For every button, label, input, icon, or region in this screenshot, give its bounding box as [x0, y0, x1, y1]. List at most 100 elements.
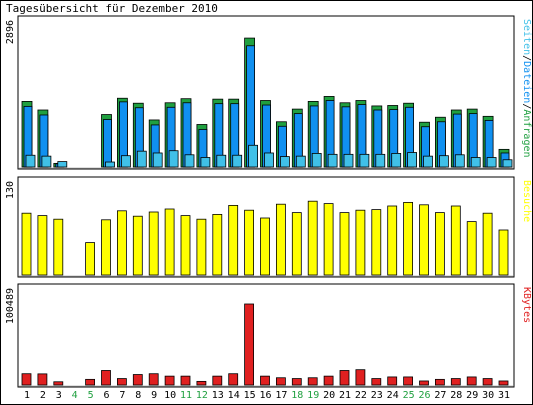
series-kbytes	[21, 303, 509, 386]
bar-kbytes-day-19	[307, 377, 318, 386]
bar-besuche-day-11	[180, 215, 191, 276]
bar-kbytes-day-29	[466, 376, 477, 386]
bar-besuche-day-26	[419, 204, 429, 276]
legend-entry-dateien: Dateien	[521, 61, 532, 103]
bar-seiten-day-20	[327, 153, 338, 168]
series-legend: Besuche	[521, 180, 532, 222]
x-tick-label-day-20: 20	[323, 390, 335, 401]
bar-seiten-day-9	[152, 152, 163, 168]
bar-kbytes-day-27	[434, 378, 445, 386]
legend-separator: /	[521, 55, 532, 61]
bar-kbytes-day-1	[21, 373, 32, 386]
bar-kbytes-day-31	[498, 380, 509, 386]
bar-besuche-day-29	[466, 221, 477, 276]
bar-besuche-day-3	[53, 218, 64, 276]
x-tick-label-day-17: 17	[275, 390, 287, 401]
bar-besuche-day-16	[260, 217, 270, 276]
panel-3: 100489 KBytes	[5, 283, 532, 388]
bar-seiten-day-22	[359, 153, 370, 168]
bar-seiten-day-30	[486, 157, 497, 168]
bar-seiten-day-14	[232, 154, 243, 168]
bar-kbytes-day-9	[148, 373, 159, 386]
bar-seiten-day-3	[57, 161, 68, 168]
x-tick-label-day-10: 10	[164, 390, 176, 401]
x-tick-label-day-26: 26	[418, 390, 430, 401]
bar-dateien-day-6	[103, 119, 112, 168]
bar-besuche-day-12	[196, 218, 207, 276]
bar-besuche-day-24	[387, 205, 398, 276]
bar-kbytes-day-17	[275, 377, 286, 386]
bar-kbytes-day-21	[339, 370, 350, 386]
bar-besuche-day-21	[339, 212, 350, 276]
bar-seiten-day-7	[121, 155, 131, 168]
bar-kbytes-day-14	[228, 373, 239, 386]
bar-seiten-day-28	[454, 154, 465, 168]
x-tick-label-day-18: 18	[291, 390, 303, 401]
x-tick-label-day-14: 14	[228, 390, 240, 401]
chart-title: Tagesübersicht für Dezember 2010	[6, 2, 218, 15]
bar-besuche-day-1	[21, 212, 32, 276]
bar-kbytes-day-18	[291, 378, 302, 386]
bar-seiten-day-8	[136, 150, 147, 168]
x-tick-label-day-1: 1	[24, 390, 30, 401]
bar-kbytes-day-7	[117, 378, 127, 386]
bar-besuche-day-27	[434, 212, 445, 276]
bar-kbytes-day-30	[482, 378, 493, 386]
x-tick-label-day-15: 15	[244, 390, 256, 401]
x-tick-label-day-7: 7	[119, 390, 125, 401]
bar-seiten-day-25	[407, 152, 418, 168]
series-dateien	[23, 45, 510, 168]
x-tick-label-day-2: 2	[40, 390, 46, 401]
bar-besuche-day-13	[212, 213, 223, 276]
bar-kbytes-day-8	[132, 374, 143, 386]
bar-seiten-day-15	[248, 144, 259, 168]
bar-seiten-day-12	[200, 157, 211, 168]
bar-seiten-day-16	[264, 152, 274, 168]
bar-seiten-day-31	[502, 159, 513, 168]
bar-besuche-day-20	[323, 203, 334, 276]
x-tick-label-day-8: 8	[135, 390, 141, 401]
x-tick-label-day-4: 4	[72, 390, 78, 401]
x-tick-label-day-9: 9	[151, 390, 157, 401]
series-legend: KBytes	[521, 287, 532, 323]
bar-seiten-day-24	[391, 153, 402, 168]
series-besuche	[21, 200, 509, 276]
bar-seiten-day-19	[311, 153, 322, 168]
bar-besuche-day-17	[275, 203, 286, 276]
panel-frame	[17, 283, 515, 388]
bar-besuche-day-15	[244, 209, 255, 276]
x-tick-label-day-30: 30	[482, 390, 494, 401]
x-tick-label-day-5: 5	[88, 390, 94, 401]
bar-kbytes-day-28	[450, 378, 461, 386]
bar-kbytes-day-24	[387, 376, 398, 386]
bar-seiten-day-11	[184, 154, 195, 168]
legend-entry-seiten: Seiten	[521, 19, 532, 55]
x-tick-label-day-29: 29	[466, 390, 478, 401]
bar-seiten-day-27	[438, 155, 449, 168]
bar-kbytes-day-11	[180, 375, 191, 386]
bar-seiten-day-2	[41, 155, 52, 168]
legend-entry-kbytes: KBytes	[521, 287, 532, 323]
bar-besuche-day-2	[37, 215, 48, 276]
legend-separator: /	[521, 103, 532, 109]
y-max-label: 2896	[5, 20, 16, 44]
bar-kbytes-day-25	[403, 376, 414, 386]
bar-besuche-day-23	[371, 209, 382, 276]
x-tick-label-day-11: 11	[180, 390, 192, 401]
bar-besuche-day-9	[148, 211, 159, 276]
panel-1: 2896 Seiten/Dateien/Anfragen	[5, 15, 532, 170]
x-tick-label-day-27: 27	[434, 390, 446, 401]
bar-kbytes-day-26	[419, 380, 429, 386]
y-max-label: 130	[5, 181, 16, 199]
bar-besuche-day-31	[498, 229, 509, 276]
x-tick-label-day-3: 3	[56, 390, 62, 401]
legend-entry-besuche: Besuche	[521, 180, 532, 222]
bar-kbytes-day-13	[212, 375, 223, 386]
bar-kbytes-day-23	[371, 378, 382, 386]
x-tick-label-day-13: 13	[212, 390, 224, 401]
bar-kbytes-day-15	[244, 303, 255, 386]
x-tick-label-day-16: 16	[259, 390, 271, 401]
bar-kbytes-day-2	[37, 373, 48, 386]
